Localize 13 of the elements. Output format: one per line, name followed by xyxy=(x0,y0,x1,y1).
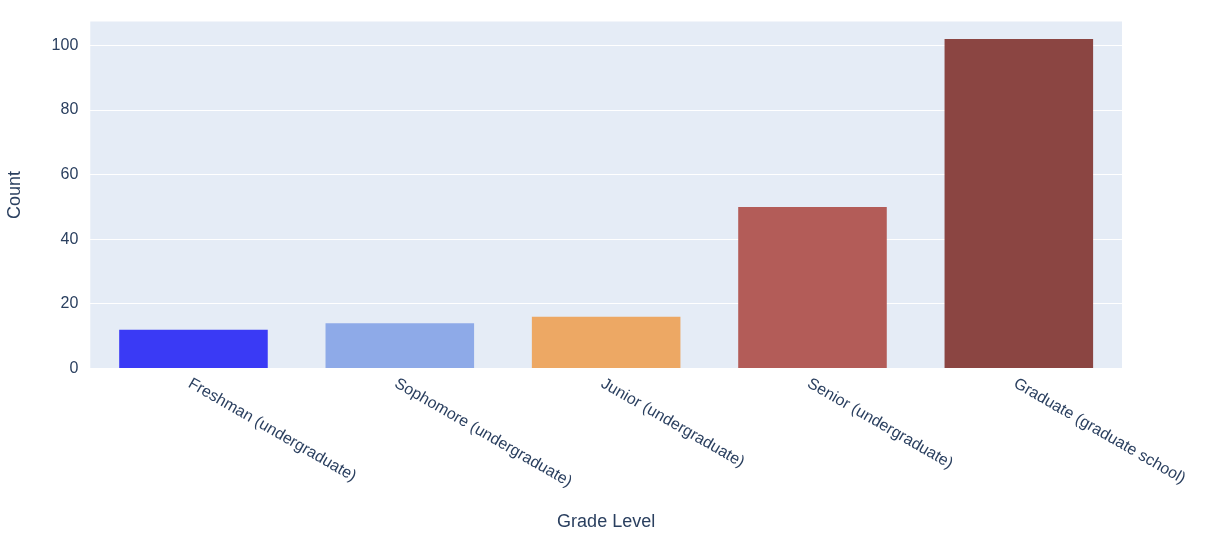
y-tick-label: 20 xyxy=(60,294,79,312)
y-tick-label: 80 xyxy=(60,100,79,118)
bar xyxy=(531,316,681,368)
bar xyxy=(119,329,268,368)
x-axis-title: Grade Level xyxy=(557,511,656,532)
bar xyxy=(738,206,887,368)
y-axis-title: Count xyxy=(3,170,24,220)
bar xyxy=(325,323,475,368)
bar xyxy=(944,39,1094,368)
y-tick-label: 0 xyxy=(69,358,79,376)
y-tick-label: 40 xyxy=(60,229,79,247)
y-tick-label: 100 xyxy=(51,35,79,53)
y-tick-label: 60 xyxy=(60,165,79,183)
